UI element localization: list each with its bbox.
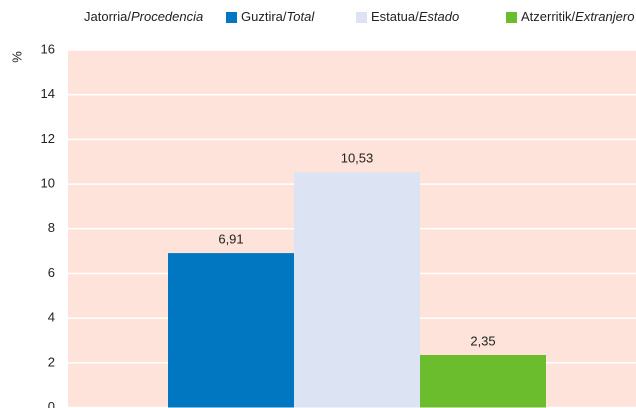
bar: [294, 172, 420, 408]
data-label: 10,53: [341, 151, 374, 166]
y-tick-label: 14: [41, 86, 55, 101]
legend-swatch: [356, 12, 367, 23]
y-tick-label: 4: [48, 310, 55, 325]
legend-label: Atzerritik/Extranjero: [521, 9, 634, 24]
bar: [168, 253, 294, 408]
y-tick-label: 2: [48, 354, 55, 369]
y-tick-label: 10: [41, 176, 55, 191]
data-label: 2,35: [470, 333, 495, 348]
y-tick-label: 12: [41, 131, 55, 146]
y-tick-label: 16: [41, 41, 55, 56]
data-label: 6,91: [218, 232, 243, 247]
y-axis-label: %: [9, 51, 24, 63]
y-tick-label: 8: [48, 220, 55, 235]
legend-label: Estatua/Estado: [371, 9, 459, 24]
y-tick-label: 6: [48, 265, 55, 280]
legend-swatch: [506, 12, 517, 23]
bar: [420, 354, 546, 408]
y-tick-label: 0: [48, 399, 55, 408]
legend-swatch: [226, 12, 237, 23]
legend-label: Guztira/Total: [241, 9, 315, 24]
legend-title: Jatorria/Procedencia: [84, 9, 203, 24]
